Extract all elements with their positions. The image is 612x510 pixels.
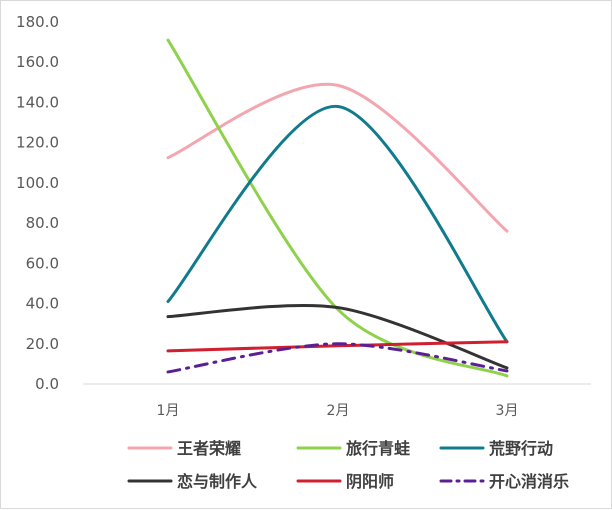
- series-layer: [166, 38, 509, 378]
- axis-layer: 0.0 20.0 40.0 60.0 80.0 100.0 120.0 140.0 160.0 1…: [16, 13, 591, 419]
- series-line-3: [166, 104, 509, 344]
- legend-label: 开心消消乐: [489, 472, 569, 491]
- series-line-1: [166, 82, 509, 233]
- x-tick-label: 1月: [157, 403, 180, 419]
- series-line-6: [166, 342, 509, 374]
- legend-item: 开心消消乐: [439, 472, 569, 491]
- y-tick-label: 60.0: [26, 254, 59, 272]
- series-line-4: [166, 303, 509, 370]
- y-tick-label: 160.0: [16, 53, 59, 71]
- y-tick-label: 20.0: [26, 335, 59, 353]
- y-tick-label: 140.0: [16, 93, 59, 111]
- legend-item: 荒野行动: [439, 439, 553, 458]
- x-tick-label: 2月: [327, 403, 350, 419]
- y-tick-label: 80.0: [26, 214, 59, 232]
- y-tick-label: 100.0: [16, 174, 59, 192]
- y-tick-label: 180.0: [16, 13, 59, 31]
- y-tick-label: 40.0: [26, 295, 59, 313]
- series-line-5: [166, 340, 509, 353]
- series-line-2: [166, 38, 509, 378]
- legend-item: 恋与制作人: [127, 472, 258, 491]
- legend-label: 荒野行动: [488, 439, 553, 458]
- legend-item: 阴阳师: [296, 472, 394, 491]
- legend-item: 王者荣耀: [127, 439, 241, 458]
- y-tick-label: 0.0: [35, 375, 59, 393]
- legend-item: 旅行青蛙: [296, 439, 410, 458]
- y-tick-label: 120.0: [16, 134, 59, 152]
- legend-label: 旅行青蛙: [346, 439, 410, 458]
- legend-label: 王者荣耀: [177, 439, 241, 458]
- x-tick-label: 3月: [496, 403, 519, 419]
- legend-label: 阴阳师: [346, 472, 394, 491]
- legend-label: 恋与制作人: [177, 472, 258, 491]
